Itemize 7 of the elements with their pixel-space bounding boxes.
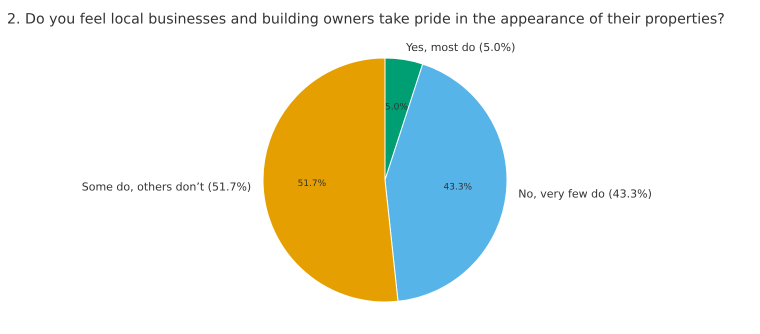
slice-label: Some do, others don’t (51.7%) <box>82 180 252 194</box>
data-label: 43.3% <box>444 182 473 193</box>
slice-label: No, very few do (43.3%) <box>518 187 652 200</box>
data-label: 51.7% <box>298 178 327 189</box>
data-label: 5.0% <box>385 102 408 113</box>
slice-label: Yes, most do (5.0%) <box>404 41 516 54</box>
chart-title: 2. Do you feel local businesses and building owners take pride in the appearance of their properties? <box>7 12 725 28</box>
